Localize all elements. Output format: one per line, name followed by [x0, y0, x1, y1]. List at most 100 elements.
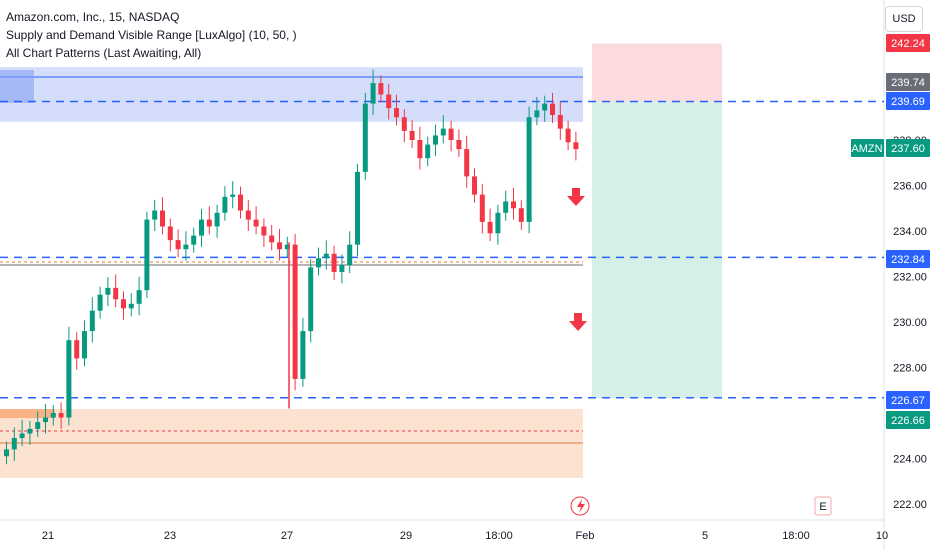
candle-body: [495, 212, 501, 234]
candle-body: [19, 433, 25, 439]
candle-body: [362, 103, 368, 172]
badge-low-level-bg: [886, 391, 930, 409]
candle-body: [89, 310, 95, 332]
candle-body: [417, 140, 423, 159]
candle-body: [409, 130, 415, 140]
candle-body: [339, 265, 345, 272]
badge-target: 226.66: [891, 415, 925, 427]
y-tick-label: 228.00: [893, 363, 927, 375]
candle-body: [82, 331, 87, 359]
candle-body: [433, 135, 438, 145]
badge-stop-bg: [886, 34, 930, 52]
indicator-supply-demand[interactable]: Supply and Demand Visible Range [LuxAlgo…: [6, 28, 297, 42]
candle-body: [511, 201, 516, 209]
candle-body: [440, 128, 446, 136]
candle-body: [58, 413, 64, 418]
candle-body: [4, 449, 9, 457]
candle-body: [105, 287, 111, 295]
candle-body: [331, 253, 337, 272]
candle-body: [206, 219, 212, 227]
candle-body: [355, 171, 360, 245]
candle-body: [269, 235, 275, 243]
candle-body: [316, 258, 321, 268]
supply-volume-profile: [0, 70, 34, 103]
candle-body: [565, 128, 571, 143]
badge-entry: 239.69: [891, 96, 925, 108]
x-tick-label: 21: [42, 530, 54, 542]
candle-body: [394, 108, 399, 118]
candle-body: [128, 303, 134, 309]
candle-body: [425, 144, 431, 159]
y-tick-label: 236.00: [893, 181, 927, 193]
candle-body: [74, 340, 80, 359]
candle-body: [347, 244, 353, 266]
candle-body: [43, 417, 48, 423]
x-tick-label: 18:00: [782, 530, 810, 542]
take-profit-zone: [592, 101, 722, 398]
currency-button[interactable]: USD: [885, 6, 923, 32]
candle-body: [191, 235, 197, 245]
symbol-title[interactable]: Amazon.com, Inc., 15, NASDAQ: [6, 10, 180, 24]
candle-body: [121, 299, 126, 309]
candle-body: [487, 221, 493, 234]
candle-body: [238, 194, 243, 211]
candle-body: [456, 140, 462, 150]
candle-body: [292, 244, 298, 379]
y-tick-label: 234.00: [893, 226, 927, 238]
badge-low-level: 226.67: [891, 395, 925, 407]
x-tick-label: 10: [876, 530, 888, 542]
x-tick-label: 23: [164, 530, 176, 542]
candle-body: [230, 194, 236, 197]
candle-body: [464, 149, 470, 177]
badge-current: 237.60: [891, 143, 925, 155]
candle-body: [284, 244, 290, 250]
badge-stop: 242.24: [891, 38, 925, 50]
indicator-chart-patterns[interactable]: All Chart Patterns (Last Awaiting, All): [6, 46, 202, 60]
down-arrow-icon: [567, 188, 585, 206]
stop-loss-zone: [592, 43, 722, 102]
candle-body: [503, 201, 509, 213]
candle-body: [323, 253, 329, 259]
candle-body: [50, 413, 56, 418]
candle-body: [113, 287, 119, 300]
candle-body: [66, 340, 72, 418]
candle-body: [175, 240, 181, 250]
y-tick-label: 222.00: [893, 499, 927, 511]
candle-body: [308, 267, 314, 332]
candle-body: [526, 117, 532, 222]
candle-body: [557, 114, 563, 129]
candle-body: [11, 438, 17, 450]
candle-body: [550, 103, 555, 115]
candle-body: [386, 94, 392, 109]
badge-target-bg: [886, 411, 930, 429]
candle-body: [97, 294, 103, 311]
supply-zone: [0, 67, 583, 122]
candle-body: [35, 422, 41, 429]
candle-body: [277, 242, 282, 250]
candle-body: [542, 103, 548, 111]
candle-body: [245, 210, 251, 220]
ticker-tag-bg: [851, 139, 884, 157]
candle-body: [253, 219, 259, 227]
candle-body: [573, 142, 579, 150]
candle-body: [401, 117, 407, 131]
badge-current-bg: [886, 139, 930, 157]
x-tick-label: Feb: [576, 530, 595, 542]
candle-body: [222, 196, 228, 213]
candle-body: [261, 226, 267, 236]
candle-body: [160, 210, 165, 227]
badge-supply-top: 239.74: [891, 77, 925, 89]
x-tick-label: 18:00: [485, 530, 513, 542]
down-arrow-icon: [569, 313, 587, 331]
candle-body: [300, 331, 306, 379]
candle-body: [214, 212, 220, 227]
chart-legend: Amazon.com, Inc., 15, NASDAQ Supply and …: [6, 8, 297, 62]
ticker-tag: AMZN: [851, 143, 882, 155]
candle-body: [518, 208, 524, 222]
badge-mid-level: 232.84: [891, 254, 925, 266]
x-tick-label: 29: [400, 530, 412, 542]
badge-entry-bg: [886, 92, 930, 110]
y-tick-label: 232.00: [893, 272, 927, 284]
earnings-event-icon[interactable]: [814, 496, 832, 516]
